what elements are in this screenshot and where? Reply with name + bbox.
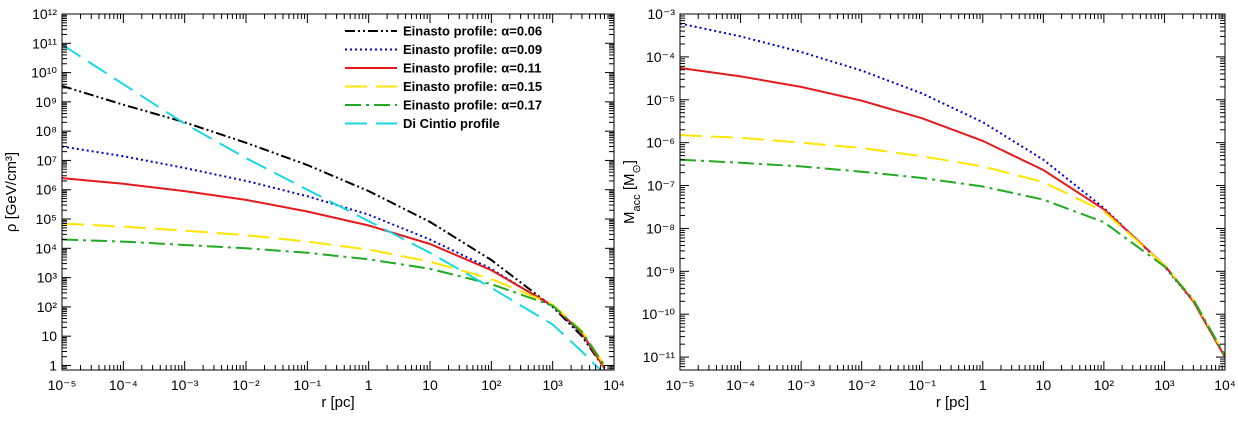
y-tick-label: 1 <box>49 357 57 373</box>
y-tick-label: 10⁶ <box>36 182 57 198</box>
x-tick-label: 10⁻³ <box>171 377 199 393</box>
y-tick-label: 10⁻¹⁰ <box>642 306 676 322</box>
x-tick-label: 10⁴ <box>603 377 625 393</box>
legend-entry-label: Einasto profile: α=0.06 <box>403 24 542 39</box>
x-tick-label: 10³ <box>543 377 564 393</box>
series-line-3 <box>680 134 1225 356</box>
y-axis-label: ρ [GeV/cm³] <box>3 152 20 232</box>
series-line-4 <box>680 158 1225 356</box>
y-tick-label: 10⁻³ <box>647 6 675 22</box>
x-tick-label: 10⁻⁵ <box>666 377 695 393</box>
x-tick-label: 10 <box>1036 377 1052 393</box>
y-tick-label: 10⁻⁹ <box>646 263 675 279</box>
legend-entry-label: Di Cintio profile <box>403 116 500 131</box>
series-line-6 <box>62 43 602 370</box>
x-tick-label: 1 <box>365 377 373 393</box>
y-tick-label: 10⁵ <box>36 211 57 227</box>
y-tick-label: 10³ <box>37 270 58 286</box>
legend-entry-label: Einasto profile: α=0.09 <box>403 42 542 57</box>
y-tick-label: 10⁹ <box>35 94 57 110</box>
y-tick-label: 10⁻⁵ <box>646 92 675 108</box>
plot-frame <box>61 13 615 371</box>
series-group <box>680 22 1225 358</box>
x-tick-label: 10 <box>422 377 438 393</box>
y-tick-label: 10¹² <box>32 6 57 22</box>
legend-entry-label: Einasto profile: α=0.11 <box>403 61 541 76</box>
y-tick-label: 10² <box>37 299 58 315</box>
x-tick-label: 10⁻³ <box>787 377 815 393</box>
x-tick-label: 10⁻⁴ <box>109 377 138 393</box>
legend-entry-label: Einasto profile: α=0.17 <box>403 98 542 113</box>
y-tick-label: 10¹⁰ <box>31 65 57 81</box>
y-tick-label: 10⁻⁴ <box>646 49 675 65</box>
y-tick-label: 10⁻⁷ <box>647 178 675 194</box>
y-tick-label: 10⁸ <box>36 123 58 139</box>
series-line-1 <box>62 84 606 369</box>
x-tick-label: 1 <box>979 377 987 393</box>
series-line-2 <box>680 67 1225 358</box>
x-tick-label: 10² <box>481 377 502 393</box>
y-tick-label: 10⁻⁶ <box>646 135 675 151</box>
x-tick-label: 10⁻¹ <box>294 377 322 393</box>
y-tick-label: 10⁻¹¹ <box>643 349 676 365</box>
x-axis-label: r [pc] <box>321 394 354 411</box>
legend: Einasto profile: α=0.06 Einasto profile: … <box>345 24 542 131</box>
y-axis-label: Macc [M⊙] <box>621 160 643 224</box>
series-group <box>62 43 606 370</box>
y-tick-label: 10⁷ <box>36 152 57 168</box>
x-axis-label: r [pc] <box>936 394 969 411</box>
series-line-3 <box>62 177 606 369</box>
plot-frame <box>679 13 1226 371</box>
x-tick-label: 10⁻² <box>848 377 876 393</box>
series-line-5 <box>62 238 606 367</box>
series-line-2 <box>62 145 606 369</box>
x-tick-label: 10⁻⁵ <box>48 377 77 393</box>
chart-panel-2: 10⁻⁵ 10⁻⁴ 10⁻³ 10⁻² 10⁻¹ 1 10 10² 10³ 10⁴ 10⁻¹¹ 10⁻… <box>621 6 1236 411</box>
series-line-4 <box>62 222 606 367</box>
x-tick-label: 10² <box>1094 377 1115 393</box>
x-tick-label: 10³ <box>1154 377 1175 393</box>
x-tick-label: 10⁻¹ <box>908 377 936 393</box>
y-tick-label: 10¹¹ <box>32 35 57 51</box>
x-tick-label: 10⁻² <box>232 377 260 393</box>
y-tick-label: 10 <box>41 328 57 344</box>
x-tick-label: 10⁴ <box>1214 377 1236 393</box>
legend-entry-label: Einasto profile: α=0.15 <box>403 79 542 94</box>
series-line-1 <box>680 22 1225 358</box>
x-tick-label: 10⁻⁴ <box>726 377 755 393</box>
chart-panel-1: 10⁻⁵ 10⁻⁴ 10⁻³ 10⁻² 10⁻¹ 1 10 10² 10³ 10⁴ 1 10 10² 10… <box>3 6 625 411</box>
y-tick-label: 10⁴ <box>35 240 57 256</box>
y-tick-label: 10⁻⁸ <box>646 220 675 236</box>
